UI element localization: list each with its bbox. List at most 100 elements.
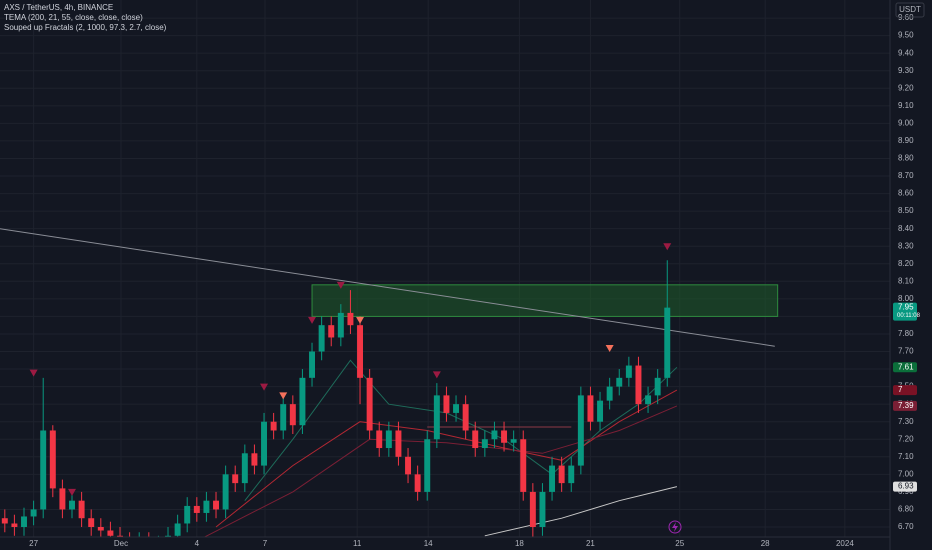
fractal-marker	[29, 369, 38, 377]
candle-body	[49, 430, 56, 489]
x-tick-label: 27	[29, 539, 38, 548]
indicator-line	[0, 228, 775, 347]
y-tick-label: 9.30	[898, 66, 914, 75]
candle-body	[501, 430, 508, 443]
fractal-marker	[279, 392, 288, 400]
candle-body	[357, 325, 364, 378]
fractal-marker	[356, 316, 365, 324]
candle-body	[558, 465, 565, 484]
candle-body	[88, 518, 95, 527]
candle-body	[433, 395, 440, 440]
fractal-marker	[663, 243, 672, 251]
candle-body	[405, 456, 412, 475]
y-tick-label: 9.10	[898, 101, 914, 110]
candle-body	[213, 500, 219, 510]
price-badge-label: 6.93	[898, 482, 914, 491]
y-tick-label: 7.70	[898, 347, 914, 356]
candle-body	[414, 474, 421, 492]
y-tick-label: 9.40	[898, 48, 914, 57]
candle-body	[529, 491, 536, 527]
x-tick-label: 11	[353, 539, 362, 548]
x-tick-label: 28	[761, 539, 770, 548]
candle-body	[606, 386, 613, 401]
x-tick-label: Dec	[114, 539, 128, 548]
candle-body	[11, 523, 18, 527]
candle-body	[462, 404, 469, 431]
candle-body	[309, 351, 316, 378]
candle-body	[520, 439, 527, 492]
fractal-marker	[260, 383, 269, 391]
candle-body	[481, 439, 488, 449]
y-tick-label: 8.30	[898, 241, 914, 250]
price-badge	[893, 385, 917, 396]
y-tick-label: 8.40	[898, 224, 914, 233]
x-tick-label: 7	[263, 539, 268, 548]
candle-body	[577, 395, 584, 466]
y-tick-label: 7.10	[898, 452, 914, 461]
candle-body	[69, 500, 75, 510]
event-icon[interactable]	[668, 520, 682, 534]
candle-body	[232, 474, 239, 484]
candle-body	[597, 400, 604, 422]
candle-body	[78, 500, 85, 519]
candle-body	[616, 377, 623, 387]
price-badge	[893, 302, 917, 321]
candle-body	[337, 312, 344, 338]
candle-body	[385, 430, 392, 449]
y-tick-label: 6.70	[898, 522, 914, 531]
candle-body	[453, 404, 460, 413]
candle-body	[424, 439, 431, 492]
x-tick-label: 14	[424, 539, 433, 548]
y-tick-label: 8.20	[898, 259, 914, 268]
x-tick-label: 25	[675, 539, 684, 548]
currency-label[interactable]: USDT	[899, 5, 921, 14]
candle-body	[549, 465, 556, 492]
y-tick-label: 8.10	[898, 276, 914, 285]
fractal-marker	[336, 281, 345, 289]
candle-body	[261, 421, 267, 466]
y-tick-label: 8.80	[898, 154, 914, 163]
candle-body	[193, 505, 200, 513]
price-badge-label: 7	[898, 385, 903, 394]
candle-body	[510, 439, 517, 443]
fractal-marker	[68, 488, 77, 496]
indicator-line	[484, 486, 678, 537]
x-tick-label: 18	[515, 539, 524, 548]
event-icon-bolt	[672, 522, 678, 532]
grid	[0, 0, 890, 537]
candle-body	[539, 491, 546, 527]
candle-body	[40, 430, 47, 510]
candle-body	[347, 312, 354, 326]
currency-box[interactable]	[895, 2, 925, 18]
x-tick-label: 4	[195, 539, 200, 548]
y-tick-label: 8.90	[898, 136, 914, 145]
candle-body	[30, 509, 37, 517]
candle-body	[280, 404, 287, 431]
candle-body	[174, 523, 181, 536]
candle-body	[117, 535, 123, 537]
x-tick-label: 21	[586, 539, 595, 548]
candle-body	[654, 377, 661, 396]
indicator-label: Souped up Fractals (2, 1000, 97.3, 2.7, …	[4, 23, 167, 32]
price-badge	[893, 400, 917, 411]
candle-body	[1, 518, 8, 524]
y-tick-label: 9.50	[898, 31, 914, 40]
y-tick-label: 8.50	[898, 206, 914, 215]
candle-body	[625, 365, 632, 378]
candle-body	[59, 488, 66, 510]
y-tick-label: 9.60	[898, 13, 914, 22]
y-tick-label: 7.20	[898, 434, 914, 443]
y-tick-label: 7.00	[898, 469, 914, 478]
candle-body	[645, 395, 652, 405]
candle-body	[491, 430, 498, 440]
candle-body	[203, 500, 210, 513]
y-tick-label: 9.20	[898, 83, 914, 92]
axes: 9.60 9.50 9.40 9.30 9.20 9.10 9.00 8.90 8.80 8.70…	[29, 13, 920, 548]
candle-body	[251, 453, 258, 466]
y-tick-label: 7.80	[898, 329, 914, 338]
candle-body	[270, 421, 277, 431]
price-badge-label: 7.95	[898, 303, 914, 312]
plot-area	[0, 228, 779, 537]
